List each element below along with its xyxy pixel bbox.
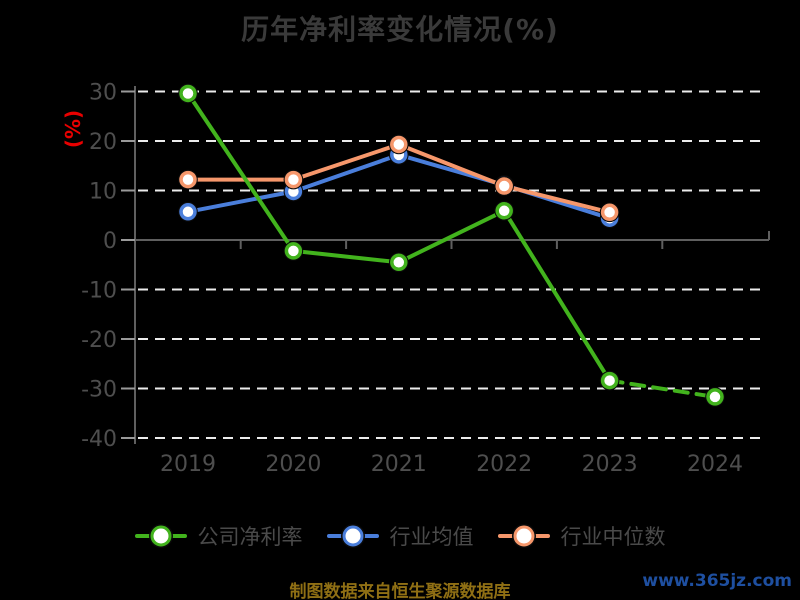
x-tick-label: 2024 (687, 452, 743, 477)
series-point (600, 203, 619, 222)
x-tick-label: 2019 (160, 452, 216, 477)
y-tick-label: -30 (81, 378, 117, 403)
series-point-outline (283, 169, 304, 190)
series-point-outline (494, 200, 515, 221)
x-tick-label: 2020 (265, 452, 321, 477)
legend-item-company-net-margin: 公司净利率 (134, 521, 303, 551)
y-tick-label: 30 (89, 81, 117, 106)
series-point-outline (283, 241, 304, 261)
series-point-outline (599, 370, 620, 391)
data-source-note: 制图数据来自恒生聚源数据库 (289, 582, 511, 600)
y-tick-label: 10 (89, 180, 117, 205)
series-point-outline (599, 202, 620, 223)
legend-circle-marker-icon (342, 525, 363, 547)
series-point (600, 371, 619, 390)
series-point (495, 177, 513, 195)
series-point-outline (178, 169, 198, 190)
chart-title: 历年净利率变化情况(%) (241, 13, 559, 46)
series-point-outline (178, 201, 198, 222)
series-point-outline (705, 387, 725, 407)
legend-item-industry-median: 行业中位数 (497, 521, 666, 551)
series-point (706, 388, 724, 406)
x-tick-label: 2023 (582, 452, 638, 477)
series-point (495, 202, 513, 220)
series-point (179, 84, 197, 103)
series-point-outline (178, 83, 198, 104)
legend-line-icon (134, 525, 187, 547)
legend-label: 公司净利率 (197, 525, 303, 549)
y-tick-label: 20 (89, 130, 117, 155)
series-point (179, 203, 197, 221)
watermark-link[interactable]: www.365jz.com (642, 571, 792, 591)
legend-circle-marker-icon (150, 525, 171, 547)
series-point (284, 170, 303, 189)
y-tick-label: -40 (81, 427, 117, 452)
x-tick-label: 2022 (476, 452, 532, 477)
legend-label: 行业中位数 (560, 525, 666, 549)
series-point (179, 170, 197, 189)
legend: 公司净利率 行业均值 行业中位数 (0, 521, 800, 551)
series-point (284, 242, 303, 260)
y-tick-label: -20 (81, 328, 117, 353)
legend-circle-marker-icon (513, 525, 534, 547)
legend-item-industry-mean: 行业均值 (326, 521, 474, 551)
series-point (390, 135, 408, 154)
series-point (390, 253, 408, 272)
series-point-outline (388, 252, 409, 273)
chart-canvas: 30 20 10 0 -10 -20 -30 -40 2019 2020 2021 2022 2023 2… (81, 81, 770, 477)
series-line-dashed (607, 378, 717, 399)
legend-label: 行业均值 (389, 525, 474, 549)
series-point-outline (388, 134, 409, 155)
legend-line-icon (326, 525, 379, 547)
series-point-outline (494, 176, 515, 196)
x-tick-label: 2021 (371, 452, 427, 477)
y-tick-label: -10 (81, 279, 117, 304)
legend-line-icon (497, 525, 550, 547)
y-tick-label: 0 (103, 229, 117, 254)
